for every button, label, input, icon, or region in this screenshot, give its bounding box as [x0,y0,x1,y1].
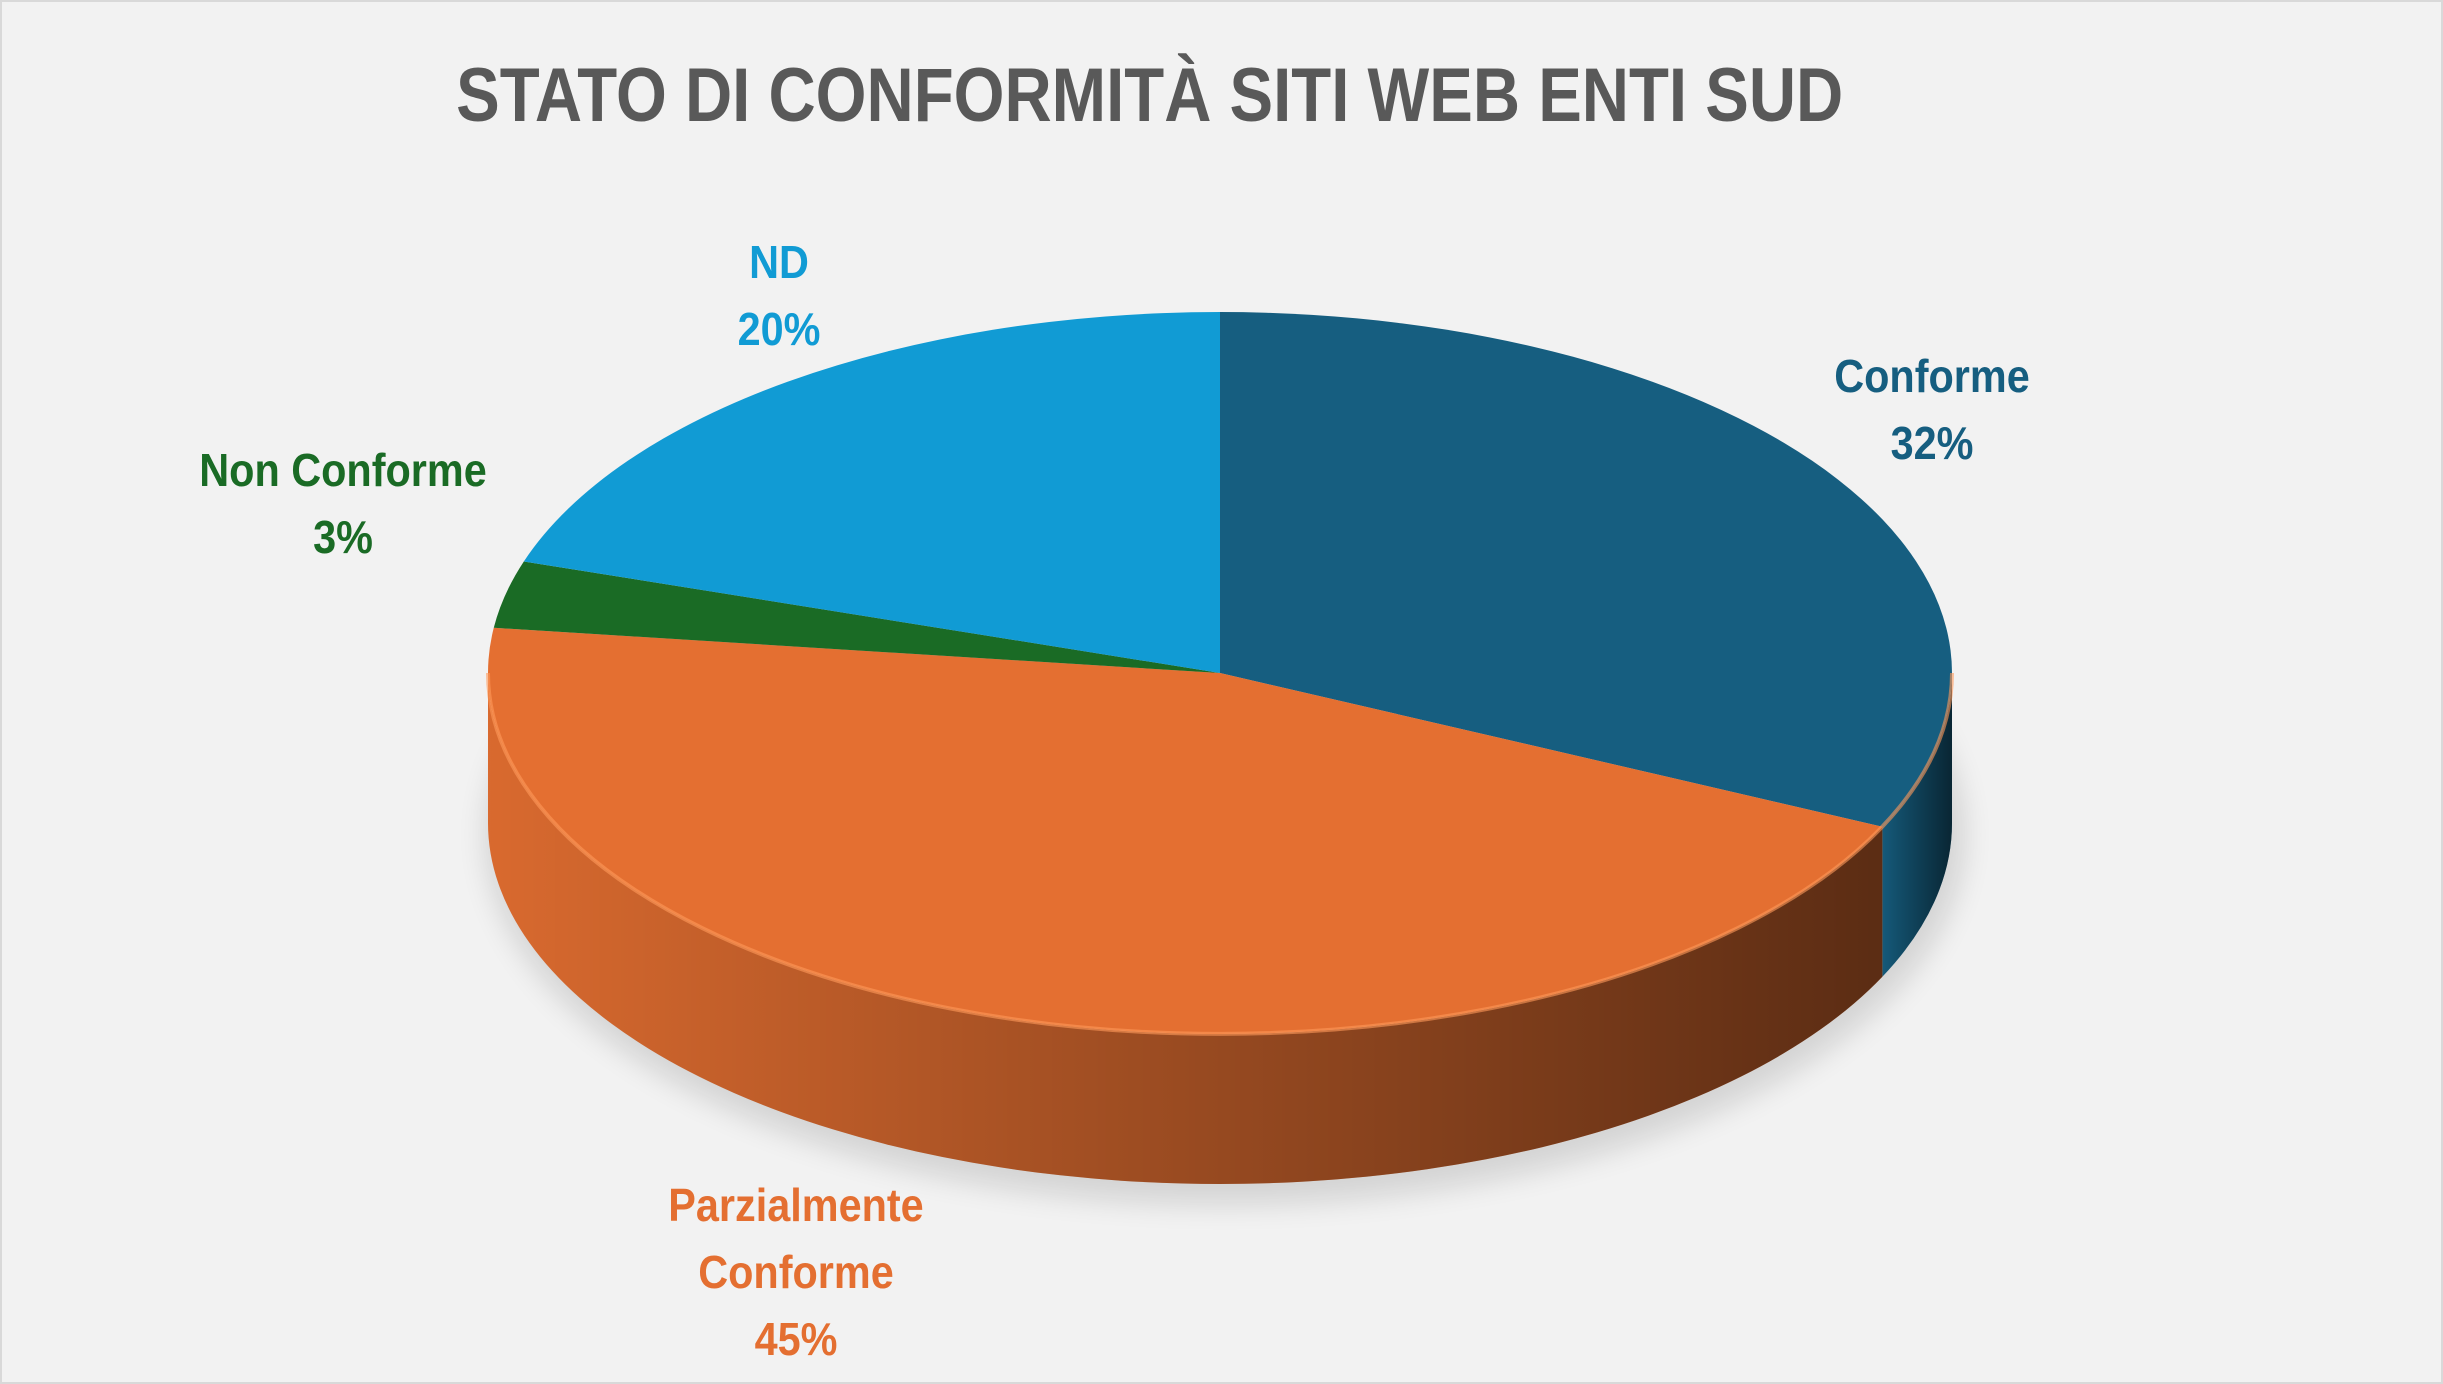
label-name: Non Conforme [199,444,487,496]
data-label-non-conforme: Non Conforme 3% [199,437,486,571]
data-label-parzialmente-conforme: Parzialmente Conforme 45% [668,1172,923,1373]
label-name: Parzialmente [668,1179,924,1231]
slice-nd[interactable] [523,312,1220,673]
label-name: ND [749,236,809,288]
pie-rim-highlight [486,672,1954,1036]
label-name: Conforme [698,1246,894,1298]
slice-parzialmente-conforme[interactable] [487,627,1883,1034]
slice-conforme[interactable] [1220,312,1952,827]
label-value: 45% [754,1313,838,1365]
slice-non-conforme[interactable] [493,561,1220,673]
slice-side-shade [1882,673,1952,977]
label-name: Conforme [1834,350,2030,402]
label-value: 32% [1890,417,1974,469]
label-value: 20% [737,303,821,355]
label-value: 3% [313,511,373,563]
data-label-nd: ND 20% [738,229,821,363]
data-label-conforme: Conforme 32% [1834,343,2030,477]
chart-title: STATO DI CONFORMITÀ SITI WEB ENTI SUD [456,53,1844,138]
slice-side-shade [487,673,1883,1184]
